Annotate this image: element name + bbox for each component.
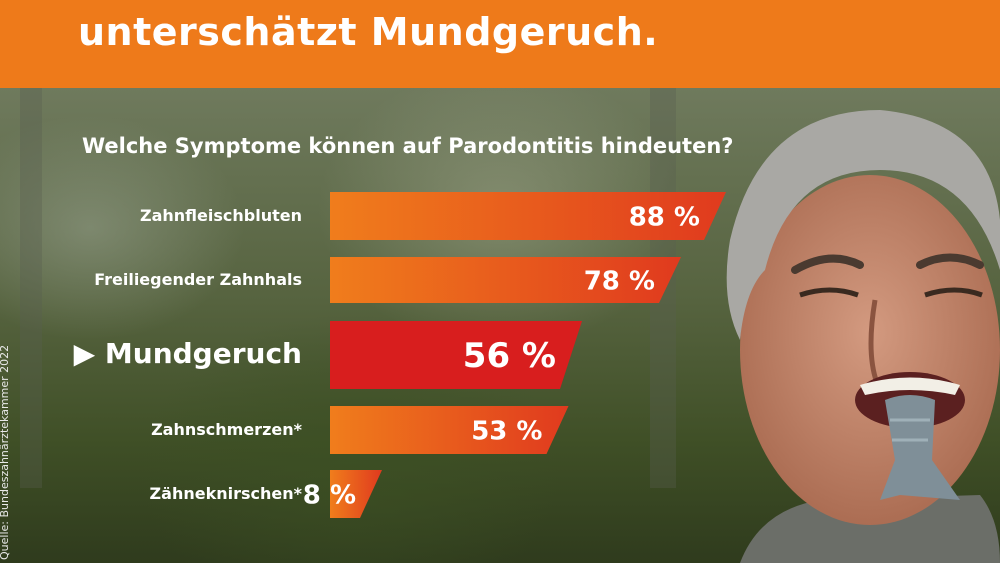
background-tree [20,88,42,488]
chart-bar [330,406,569,454]
category-label: Freiliegender Zahnhals [94,270,302,289]
bar-value-label: 88 % [629,202,700,232]
category-label: Zahnfleischbluten [140,206,302,225]
chart-title: Welche Symptome können auf Parodontitis … [82,134,734,158]
chart-bar [330,257,681,303]
chart-bar [330,470,382,518]
header-banner: unterschätzt Mundgeruch. [0,0,1000,88]
bar-value-label: 78 % [584,266,655,296]
page-title: unterschätzt Mundgeruch. [78,10,659,54]
bar-value-label: 56 % [463,336,556,376]
bar-value-label: 53 % [471,416,542,446]
category-label: Zähneknirschen* [149,484,302,503]
bar-value-label: 8 % [303,480,356,510]
category-label: ▶ Mundgeruch [73,337,302,370]
chart-bar [330,321,582,389]
category-label: Zahnschmerzen* [151,420,302,439]
chart-bar [330,192,726,240]
source-note: Quelle: Bundeszahnärztekammer 2022 [0,344,11,560]
person-with-fish-photo [726,110,1000,563]
